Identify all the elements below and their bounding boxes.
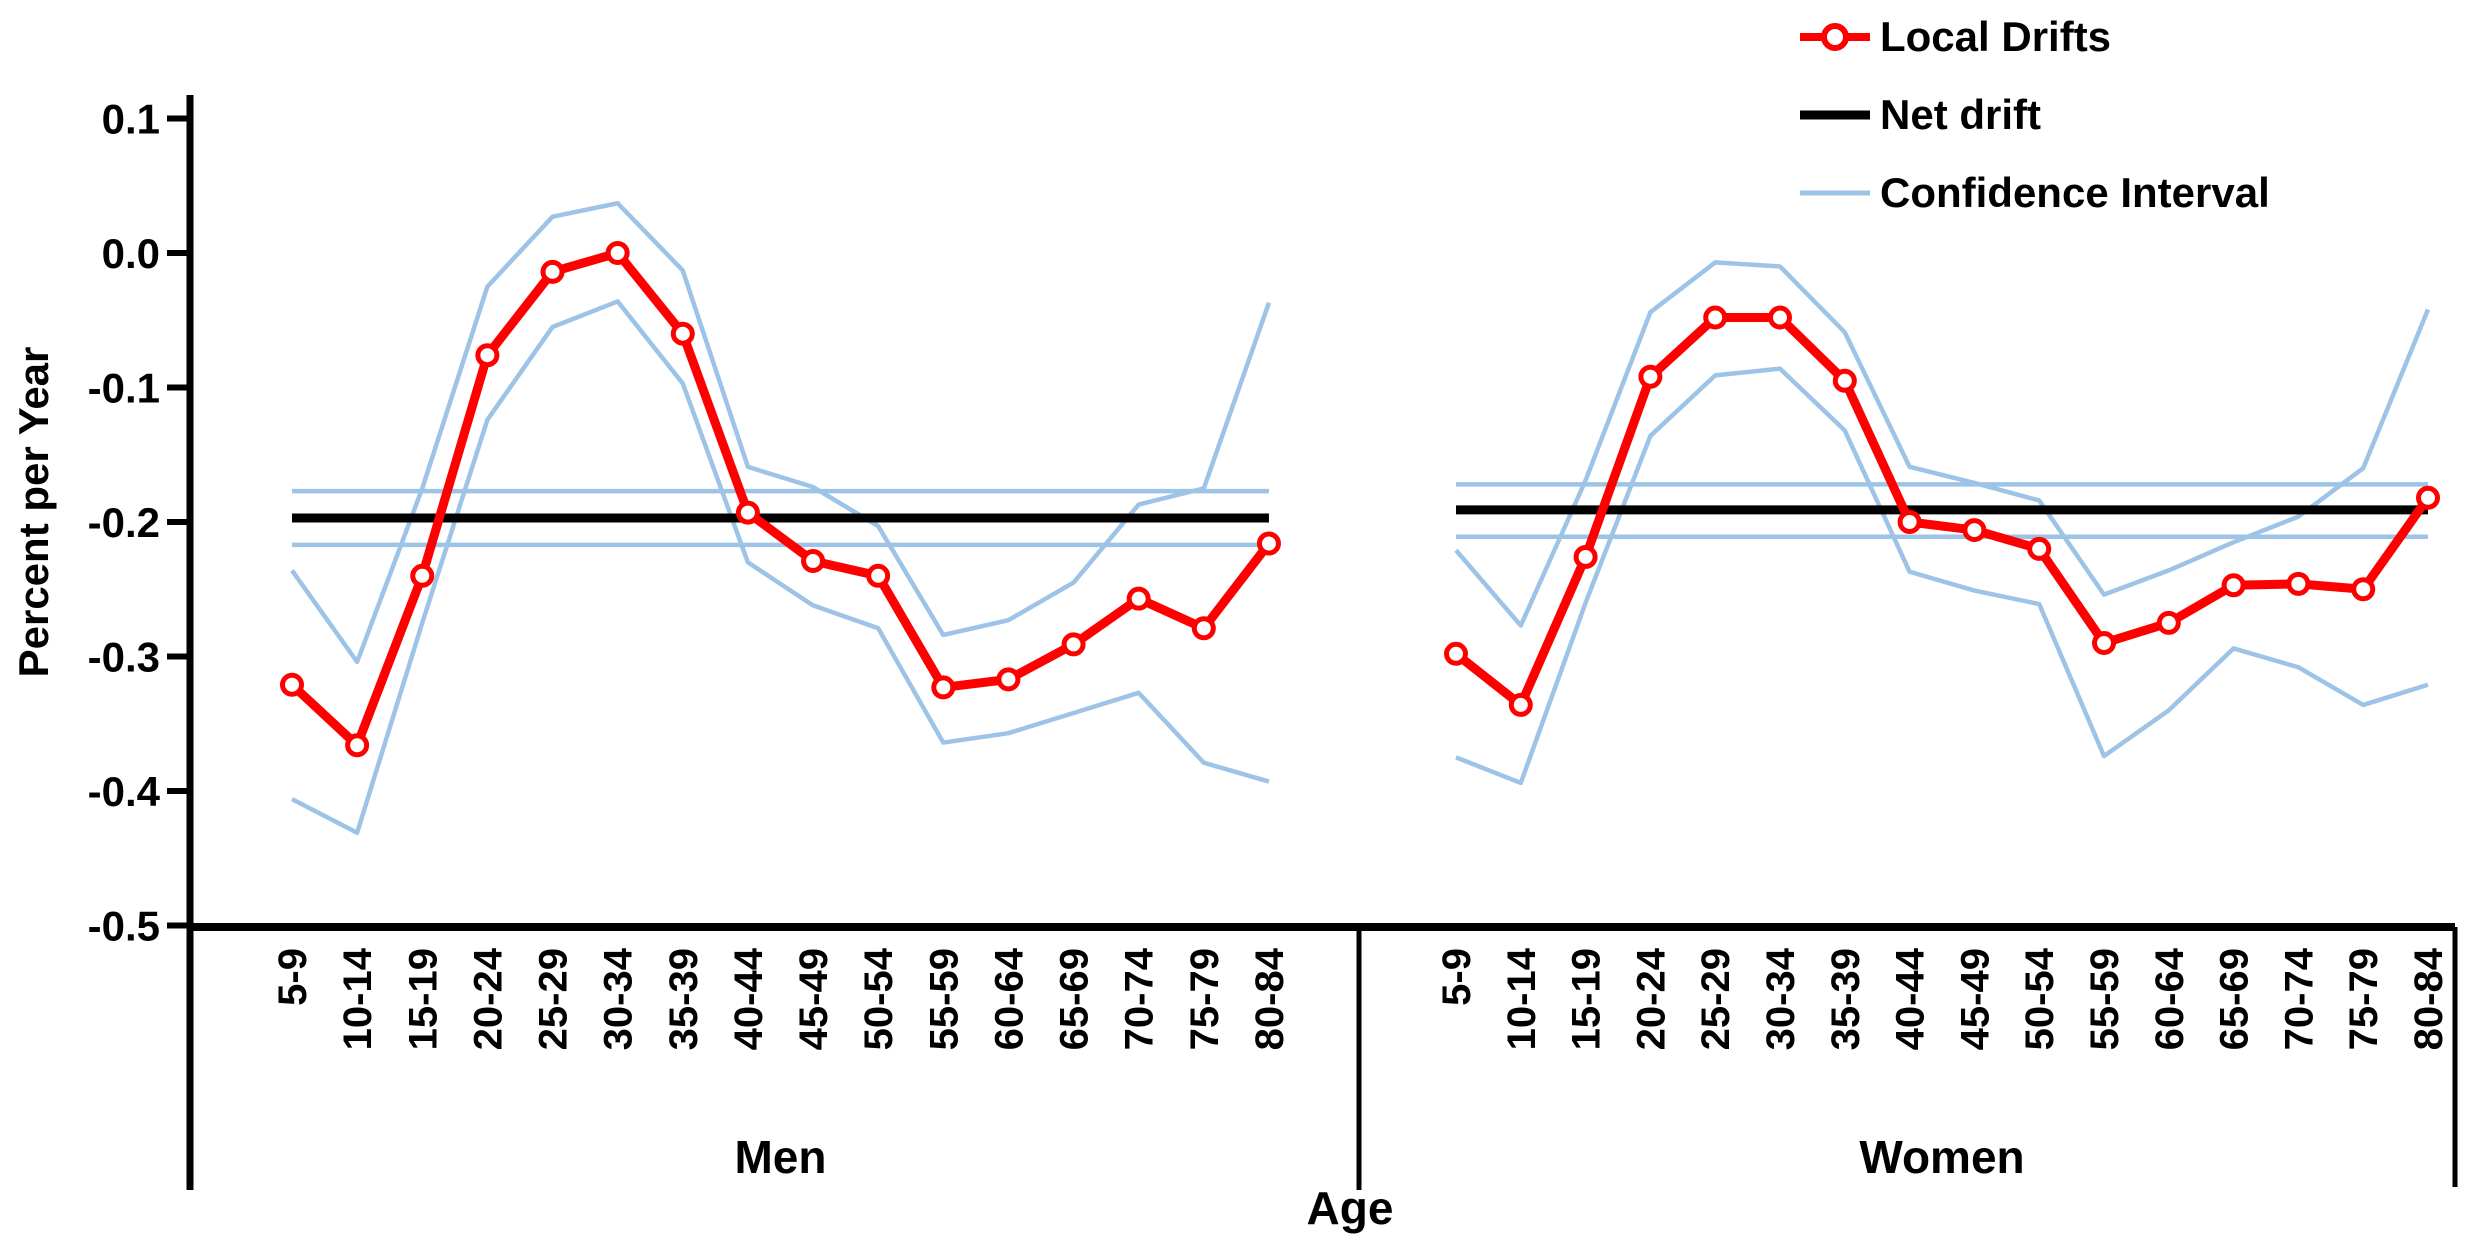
men-local-drift-point-75-79 (1191, 616, 1216, 641)
women-local-drift-point-75-79 (2351, 577, 2376, 602)
men-local-drift-point-30-34 (605, 241, 630, 265)
women-local-drift-point-55-59 (2092, 631, 2116, 656)
legend-label-local-drifts: Local Drifts (1880, 13, 2112, 60)
men-local-drift-point-70-74 (1126, 586, 1151, 611)
women-local-drift-point-40-44 (1897, 510, 1922, 534)
men-ci-upper-curve (290, 200, 1272, 665)
women-age-label-20-24: 20-24 (1629, 947, 1673, 1050)
men-local-drift-point-5-9 (280, 672, 304, 697)
y-tick-label: 0.1 (102, 96, 160, 143)
men-local-drift-point-60-64 (996, 667, 1021, 692)
men-age-label-80-84: 80-84 (1248, 947, 1292, 1050)
men-local-drift-point-35-39 (670, 321, 695, 346)
men-age-label-75-79: 75-79 (1183, 948, 1227, 1050)
women-local-drift-point-20-24 (1638, 364, 1663, 389)
legend-item-net-drift: Net drift (1800, 84, 2270, 146)
men-local-drift-point-10-14 (345, 733, 370, 758)
men-local-drifts-line (288, 248, 1273, 750)
chart-legend: Local Drifts Net drift Confidence Interv… (1800, 6, 2270, 224)
women-local-drift-point-5-9 (1444, 641, 1468, 666)
women-local-drifts-line (1453, 313, 2432, 710)
women-age-label-70-74: 70-74 (2277, 947, 2321, 1050)
panel-title-men: Men (734, 1131, 826, 1183)
women-local-drift-point-65-69 (2221, 573, 2246, 598)
men-age-label-5-9: 5-9 (271, 948, 315, 1006)
legend-item-local-drifts: Local Drifts (1800, 6, 2270, 68)
legend-label-confidence-interval: Confidence Interval (1880, 169, 2270, 216)
women-local-drift-point-25-29 (1703, 305, 1728, 330)
women-local-drift-point-45-49 (1962, 518, 1987, 543)
men-local-drift-point-55-59 (931, 675, 956, 700)
women-age-label-10-14: 10-14 (1500, 947, 1544, 1050)
men-age-label-15-19: 15-19 (401, 948, 445, 1050)
women-local-drift-point-50-54 (2027, 536, 2052, 561)
men-age-label-25-29: 25-29 (532, 948, 576, 1050)
y-tick-label: 0.0 (102, 230, 160, 277)
women-age-label-50-54: 50-54 (2018, 947, 2062, 1050)
women-local-drift-point-30-34 (1768, 305, 1792, 330)
black-line-icon (1800, 100, 1870, 130)
x-axis-title: Age (1307, 1182, 1394, 1234)
men-local-drift-point-45-49 (801, 549, 826, 574)
y-tick-label: -0.5 (88, 903, 160, 950)
women-age-label-75-79: 75-79 (2342, 948, 2386, 1050)
women-age-label-25-29: 25-29 (1694, 948, 1738, 1050)
men-age-label-45-49: 45-49 (792, 948, 836, 1050)
legend-label-net-drift: Net drift (1880, 91, 2041, 138)
blue-line-icon (1800, 178, 1870, 208)
women-ci-upper-curve (1454, 260, 2431, 628)
men-age-label-20-24: 20-24 (466, 947, 510, 1050)
women-age-label-80-84: 80-84 (2407, 947, 2451, 1050)
men-age-label-35-39: 35-39 (662, 948, 706, 1050)
women-age-label-35-39: 35-39 (1824, 948, 1868, 1050)
legend-item-confidence-interval: Confidence Interval (1800, 162, 2270, 224)
women-age-label-60-64: 60-64 (2148, 947, 2192, 1050)
men-local-drift-point-15-19 (410, 563, 435, 588)
women-age-label-5-9: 5-9 (1435, 948, 1479, 1006)
women-local-drift-point-80-84 (2416, 485, 2440, 510)
men-age-label-30-34: 30-34 (597, 947, 641, 1050)
women-local-drift-point-10-14 (1508, 692, 1533, 717)
women-age-label-45-49: 45-49 (1953, 948, 1997, 1050)
men-local-drift-point-20-24 (475, 343, 500, 368)
women-local-drift-point-35-39 (1832, 368, 1857, 393)
men-local-drift-point-50-54 (866, 563, 891, 588)
y-tick-label: -0.1 (88, 365, 160, 412)
women-local-drift-point-15-19 (1573, 544, 1598, 569)
men-local-drift-point-80-84 (1256, 531, 1281, 556)
men-age-label-65-69: 65-69 (1053, 948, 1097, 1050)
women-local-drift-point-70-74 (2286, 571, 2311, 596)
red-line-with-circle-marker-icon (1800, 22, 1870, 52)
women-age-label-55-59: 55-59 (2083, 948, 2127, 1050)
men-local-drift-point-65-69 (1061, 632, 1086, 657)
women-age-label-30-34: 30-34 (1759, 947, 1803, 1050)
women-local-drift-point-60-64 (2156, 610, 2181, 635)
women-age-label-65-69: 65-69 (2213, 948, 2257, 1050)
men-age-label-60-64: 60-64 (987, 947, 1031, 1050)
men-ci-lower-curve (290, 299, 1270, 835)
women-age-label-15-19: 15-19 (1565, 948, 1609, 1050)
men-age-label-50-54: 50-54 (857, 947, 901, 1050)
panel-title-women: Women (1859, 1131, 2024, 1183)
y-axis-title: Percent per Year (10, 347, 57, 678)
men-age-label-40-44: 40-44 (727, 947, 771, 1050)
men-age-label-10-14: 10-14 (336, 947, 380, 1050)
men-local-drift-point-25-29 (540, 259, 565, 284)
y-tick-label: -0.2 (88, 499, 160, 546)
men-age-label-70-74: 70-74 (1118, 947, 1162, 1050)
women-age-label-40-44: 40-44 (1889, 947, 1933, 1050)
men-local-drift-point-40-44 (735, 500, 760, 525)
y-tick-label: -0.3 (88, 634, 160, 681)
women-ci-lower-curve (1455, 366, 2429, 786)
men-age-label-55-59: 55-59 (922, 948, 966, 1050)
y-tick-label: -0.4 (88, 768, 161, 815)
